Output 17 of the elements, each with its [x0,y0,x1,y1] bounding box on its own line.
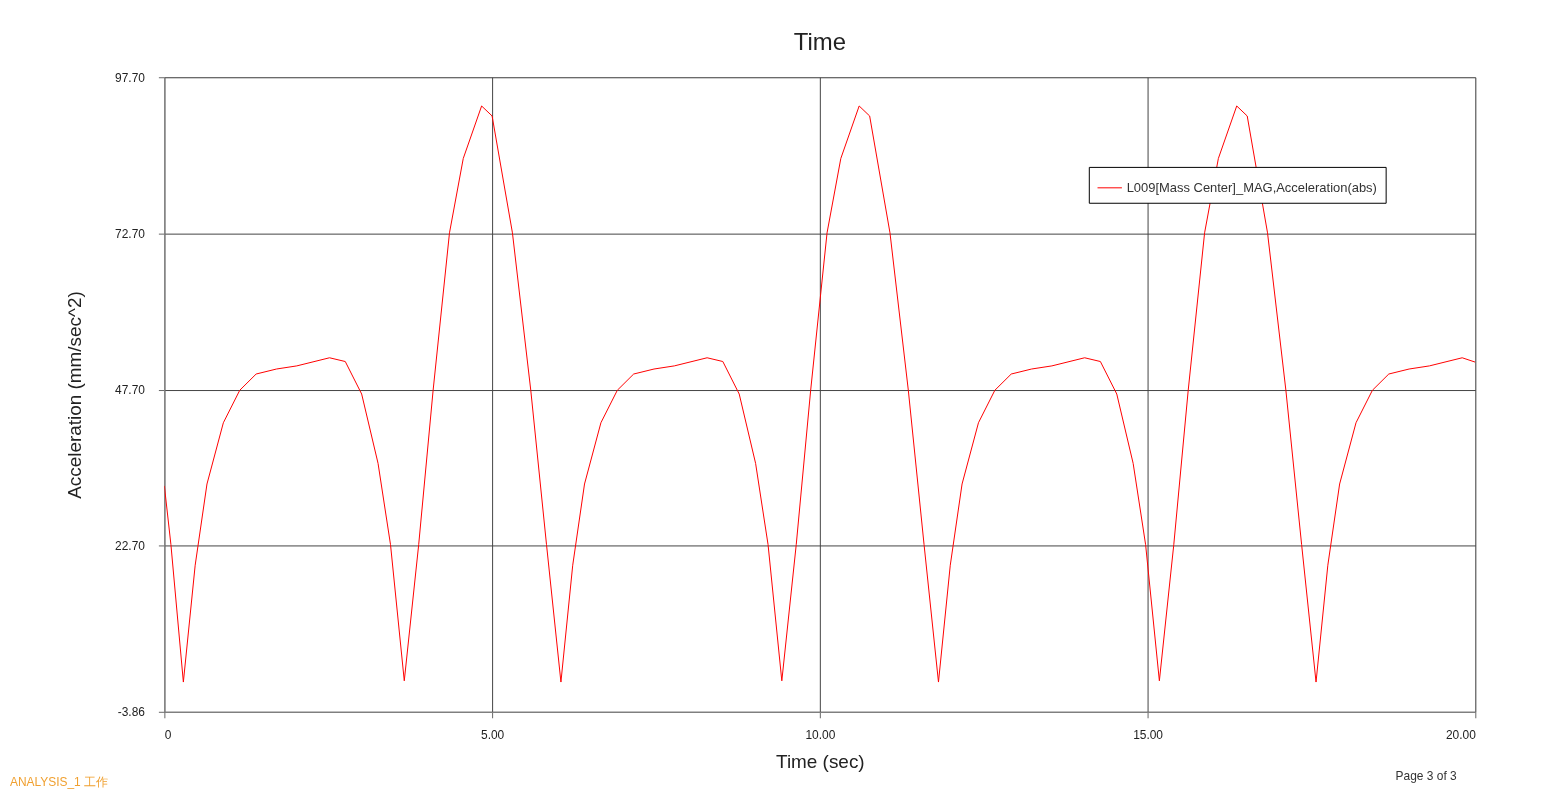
y-tick-label: -3.86 [117,705,146,720]
chart-title: Time [793,28,846,56]
line-series [164,105,1476,683]
y-tick-label: 22.70 [115,539,146,554]
y-tick-label: 97.70 [115,70,146,85]
x-axis-title: Time (sec) [776,751,865,773]
x-tick-label: 10.00 [805,728,836,743]
legend-label: L009[Mass Center]_MAG,Acceleration(abs) [1126,179,1377,195]
text: Page 3 of 3 [1395,768,1458,783]
x-tick-label: 15.00 [1133,728,1164,743]
y-axis-title: Acceleration (mm/sec^2) [64,291,86,499]
x-tick-label: 5.00 [480,728,505,743]
text: ANALYSIS_1 工作 [9,774,109,789]
x-tick-label: 0 [164,728,172,743]
y-tick-label: 72.70 [115,226,146,241]
x-tick-label: 20.00 [1445,728,1477,743]
y-tick-label: 47.70 [115,383,146,398]
